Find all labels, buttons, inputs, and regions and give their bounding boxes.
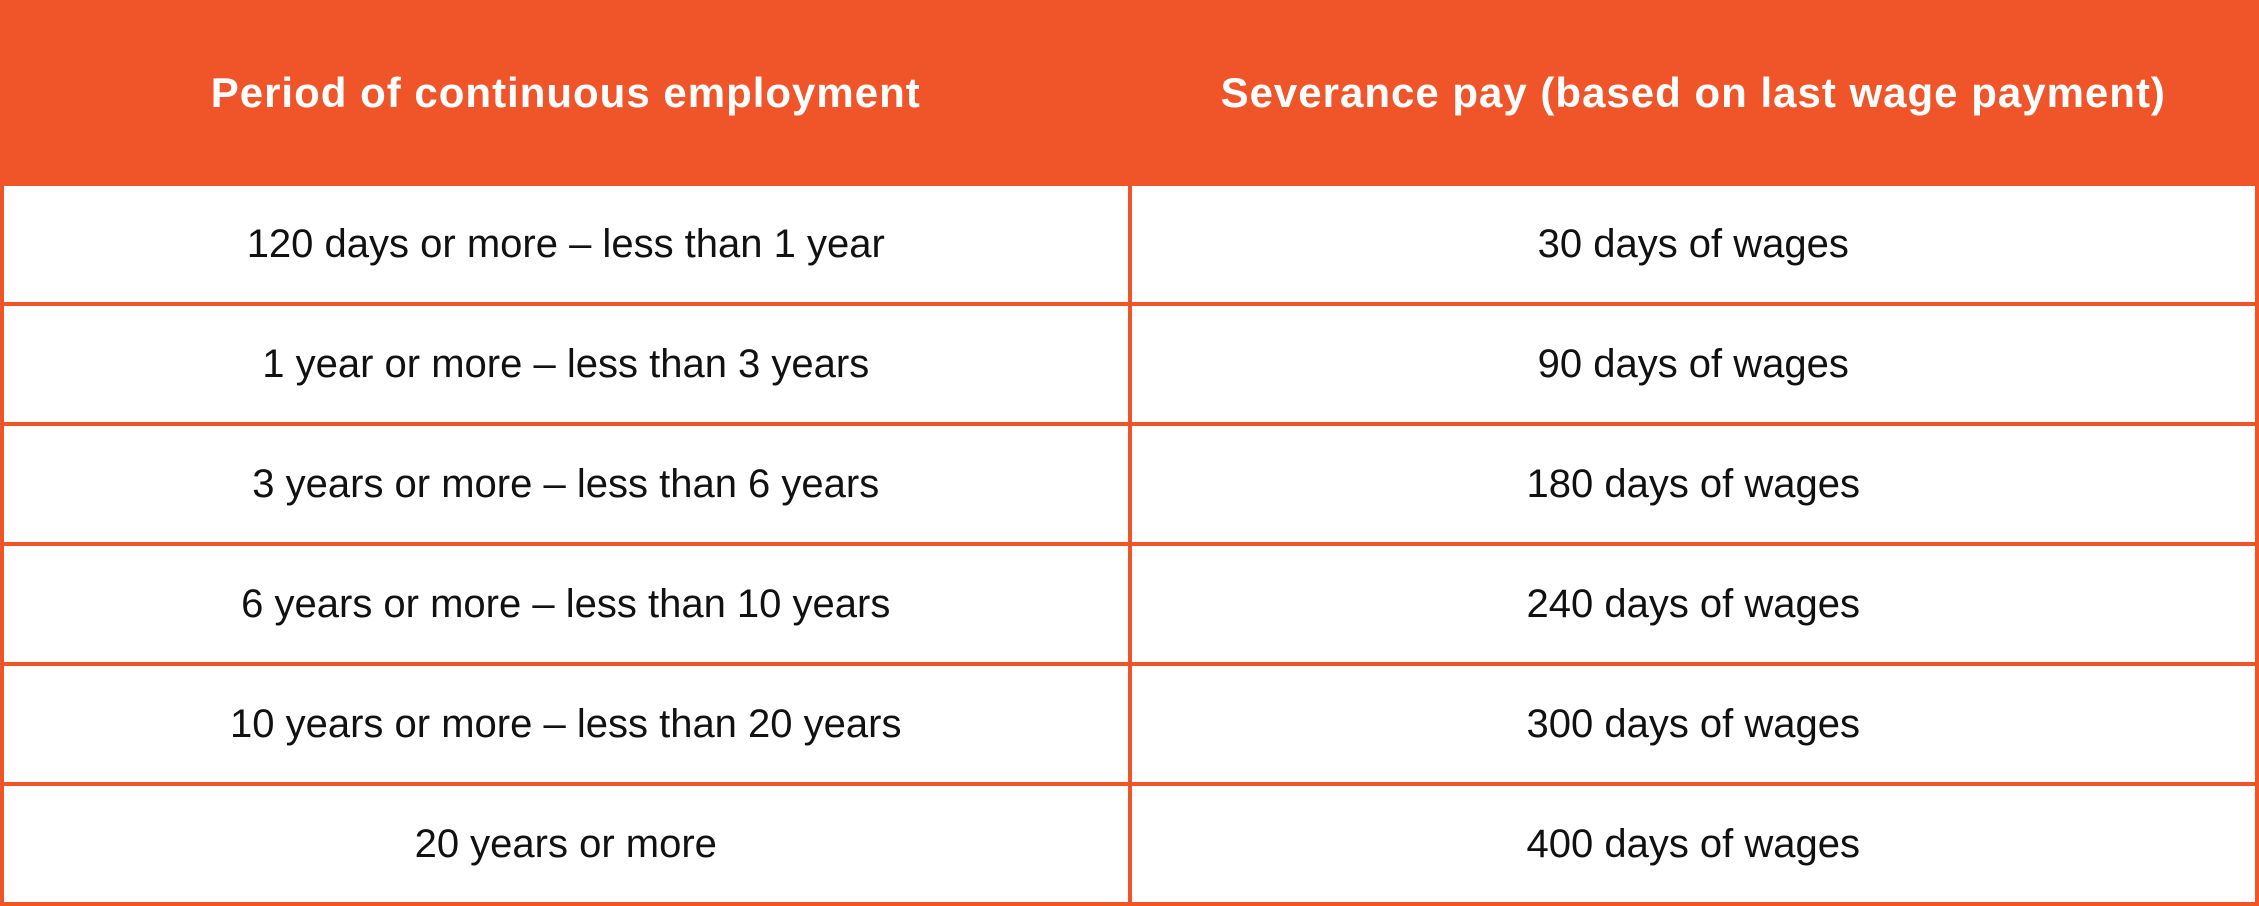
table-cell: 1 year or more – less than 3 years [0,302,1132,426]
table-cell: 10 years or more – less than 20 years [0,662,1132,786]
table-cell: 3 years or more – less than 6 years [0,422,1132,546]
header-cell: Period of continuous employment [0,0,1132,186]
table-cell: 240 days of wages [1127,542,2259,666]
table-row: 6 years or more – less than 10 years 240 … [0,542,2259,666]
table-body: 120 days or more – less than 1 year 30 da… [0,182,2259,906]
table-cell: 20 years or more [0,782,1132,906]
table-row: 10 years or more – less than 20 years 300… [0,662,2259,786]
table-row: 3 years or more – less than 6 years 180 d… [0,422,2259,546]
header-row: Period of continuous employment Severanc… [0,0,2259,186]
table-cell: 120 days or more – less than 1 year [0,182,1132,306]
table-row: 1 year or more – less than 3 years 90 day… [0,302,2259,426]
table-cell: 30 days of wages [1127,182,2259,306]
table-cell: 400 days of wages [1127,782,2259,906]
table-cell: 90 days of wages [1127,302,2259,426]
table-cell: 300 days of wages [1127,662,2259,786]
table-row: 120 days or more – less than 1 year 30 da… [0,182,2259,306]
table-header: Period of continuous employment Severanc… [0,0,2259,186]
header-cell: Severance pay (based on last wage paymen… [1127,0,2259,186]
table-row: 20 years or more 400 days of wages [0,782,2259,906]
table-cell: 6 years or more – less than 10 years [0,542,1132,666]
table-cell: 180 days of wages [1127,422,2259,546]
